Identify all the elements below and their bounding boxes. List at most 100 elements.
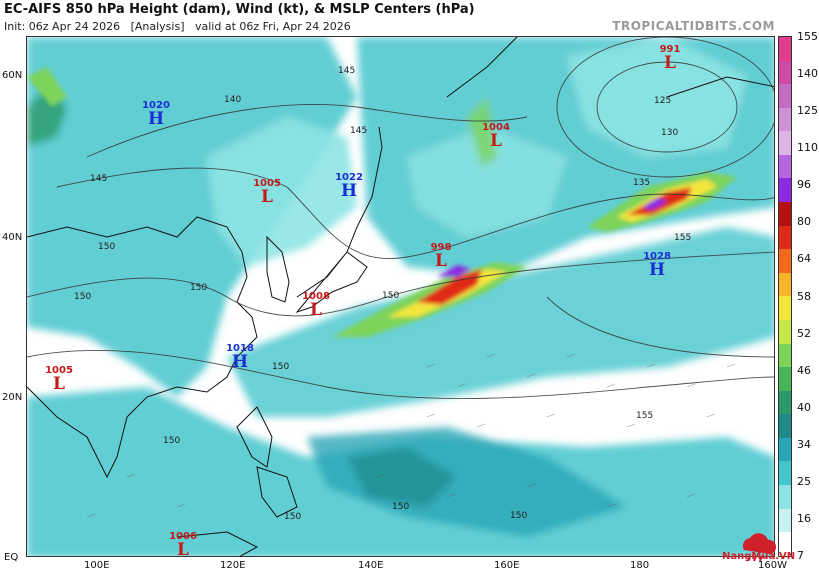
coastlines [27,37,774,556]
pressure-letter: H [231,352,249,372]
jet-cores [27,67,737,337]
wind-shading [27,37,774,556]
colorbar-segment [779,461,791,485]
pressure-value: 991 [659,44,681,55]
header: EC-AIFS 850 hPa Height (dam), Wind (kt),… [0,0,819,36]
colorbar-tick-label: 125 [797,104,818,118]
colorbar-segment [779,202,791,226]
contour-label: 150 [510,511,528,521]
pressure-center-low: 1006 L [169,531,197,559]
pressure-value: 1005 [253,178,281,189]
contour-label: 150 [163,436,181,446]
lon-label-140e: 140E [358,560,384,571]
contour-label: 150 [272,362,290,372]
pressure-center-low: 991 L [659,44,681,73]
lat-label-60n: 60N [2,70,23,81]
map-title: EC-AIFS 850 hPa Height (dam), Wind (kt),… [4,2,475,17]
colorbar-segment [779,296,791,320]
pressure-center-low: 1005 L [45,365,73,394]
colorbar-tick-label: 155 [797,30,818,43]
colorbar-tick-label: 34 [797,437,811,451]
lat-label-eq: EQ [4,552,19,563]
contour-label: 155 [674,233,692,243]
pressure-letter: L [664,53,676,73]
pressure-value: 1022 [335,172,363,183]
colorbar-segment [779,131,791,155]
colorbar-tick-label: 58 [797,289,811,303]
lon-label-160w: 160W [758,560,787,571]
pressure-letter: H [648,260,666,280]
valid-time: valid at 06z Fri, Apr 24 2026 [194,20,351,33]
contour-label: 130 [661,128,679,138]
colorbar-segment [779,272,791,297]
pressure-center-high: 1022 H [335,172,363,201]
pressure-center-high: 1018 H [226,343,254,372]
lon-label-100e: 100E [84,560,110,571]
pressure-center-low: 1004 L [482,122,510,151]
contour-label: 140 [224,95,242,105]
height-contours [27,37,774,399]
colorbar-segment [779,390,791,415]
colorbar-segment [779,367,791,391]
pressure-center-high: 1020 H [142,100,170,129]
colorbar-segment [779,319,791,344]
lon-label-160e: 160E [494,560,520,571]
pressure-center-low: 1008 L [302,291,330,320]
colorbar-tick-label: 96 [797,178,811,192]
colorbar-tick-label: 16 [797,511,811,525]
pressure-letter: L [490,131,502,151]
colorbar-segment [779,437,791,462]
map-subtitle: Init: 06z Apr 24 2026 [Analysis] valid a… [4,20,351,33]
contour-label: 125 [654,96,672,106]
colorbar-segment [779,60,791,85]
colorbar-tick-label: 52 [797,326,811,340]
contour-label: 135 [633,178,651,188]
wind-barbs [86,353,736,518]
pressure-letter: H [147,109,165,129]
colorbar-segment [779,414,791,438]
contour-label: 150 [98,242,116,252]
map-canvas [27,37,774,556]
colorbar-tick-label: 64 [797,252,811,266]
contour-label: 145 [90,174,108,184]
colorbar-segment [779,532,791,556]
contour-label: 150 [392,502,410,512]
contour-label: 150 [382,291,400,301]
colorbar-segment [779,178,791,203]
lat-label-40n: 40N [2,232,23,243]
init-time: Init: 06z Apr 24 2026 [4,20,121,33]
brand-label: TROPICALTIDBITS.COM [612,19,775,33]
pressure-value: 1020 [142,100,170,111]
pressure-value: 998 [430,242,452,253]
colorbar-segment [779,484,791,509]
pressure-value: 1006 [169,531,197,542]
contour-label: 155 [636,411,654,421]
colorbar-segment [779,508,791,533]
map-panel [26,36,775,557]
pressure-value: 1028 [643,251,671,262]
pressure-letter: L [261,187,273,207]
pressure-letter: H [340,181,358,201]
lon-label-180: 180 [630,560,650,571]
pressure-letter: L [310,300,322,320]
colorbar-segment [779,107,791,132]
colorbar-tick-label: 140 [797,67,818,81]
contour-label: 150 [190,283,208,293]
colorbar-segment [779,154,791,179]
contour-label: 150 [284,512,302,522]
watermark-text: NangMua.VN [722,551,796,562]
pressure-center-low: 998 L [430,242,452,270]
colorbar-segment [779,84,791,108]
pressure-value: 1008 [302,291,330,302]
pressure-center-low: 1005 L [253,178,281,207]
colorbar-segment [779,343,791,368]
lat-label-20n: 20N [2,392,23,403]
colorbar [778,36,792,557]
contour-label: 145 [350,126,368,136]
colorbar-tick-label: 80 [797,215,811,229]
pressure-value: 1004 [482,122,510,133]
pressure-letter: L [53,374,65,394]
colorbar-tick-label: 46 [797,363,811,377]
colorbar-tick-label: 40 [797,400,811,414]
analysis-tag: [Analysis] [130,20,185,33]
